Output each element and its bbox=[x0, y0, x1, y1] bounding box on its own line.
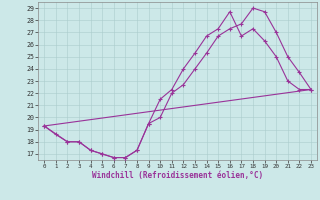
X-axis label: Windchill (Refroidissement éolien,°C): Windchill (Refroidissement éolien,°C) bbox=[92, 171, 263, 180]
